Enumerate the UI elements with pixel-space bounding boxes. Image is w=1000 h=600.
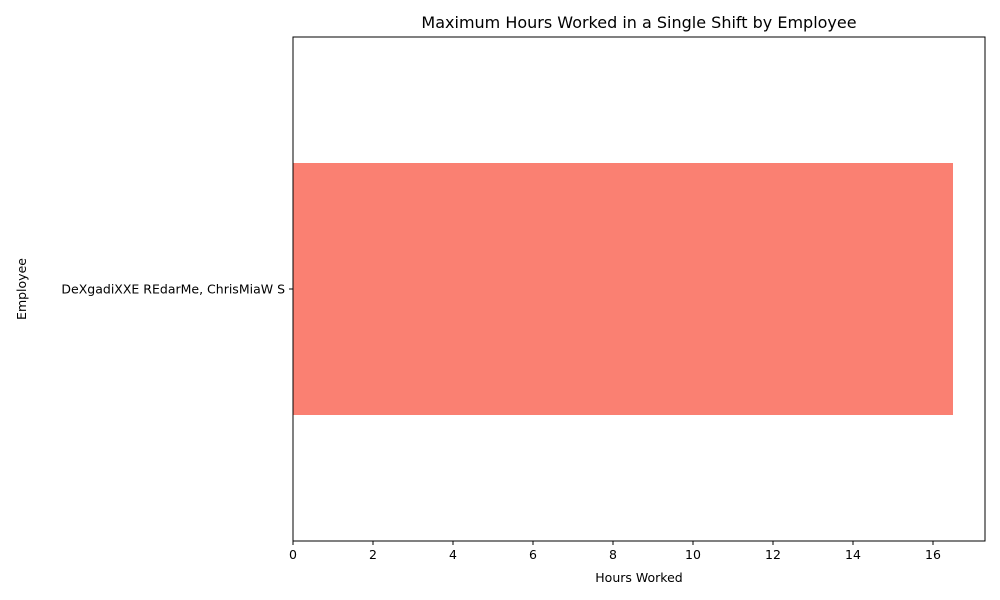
chart-title: Maximum Hours Worked in a Single Shift b…: [421, 13, 856, 32]
x-tick-label: 6: [529, 547, 537, 562]
bar: [293, 163, 953, 415]
x-tick-label: 0: [289, 547, 297, 562]
x-tick-label: 4: [449, 547, 457, 562]
plot-frame: [292, 36, 986, 542]
x-tick-label: 10: [685, 547, 701, 562]
plot-area: DeXgadiXXE REdarMe, ChrisMiaW S 0 2 4 6 8 10 12…: [61, 163, 953, 562]
x-tick-label: 16: [925, 547, 941, 562]
x-tick-label: 8: [609, 547, 617, 562]
x-axis-label: Hours Worked: [595, 570, 682, 585]
x-tick-label: 14: [845, 547, 861, 562]
x-tick-label: 2: [369, 547, 377, 562]
y-tick-label: DeXgadiXXE REdarMe, ChrisMiaW S: [61, 282, 285, 297]
x-tick-label: 12: [765, 547, 781, 562]
y-axis-label: Employee: [14, 258, 29, 320]
